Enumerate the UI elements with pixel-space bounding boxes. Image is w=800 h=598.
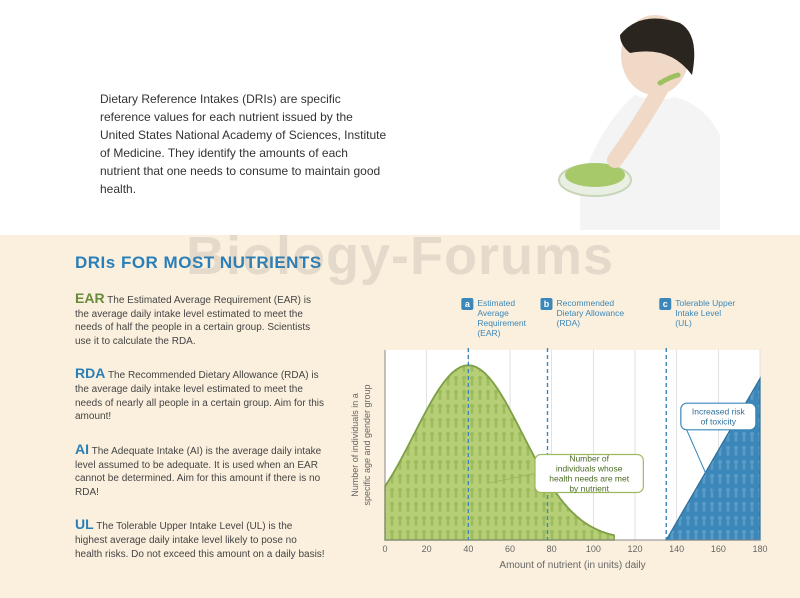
svg-text:b: b xyxy=(544,299,550,309)
svg-text:20: 20 xyxy=(422,544,432,554)
svg-text:160: 160 xyxy=(711,544,726,554)
person-eating-photo xyxy=(520,5,740,230)
svg-text:Number of: Number of xyxy=(569,454,609,464)
svg-text:c: c xyxy=(663,299,668,309)
svg-text:Number of individuals in a: Number of individuals in a xyxy=(350,393,360,497)
term-ai: AI xyxy=(75,441,89,457)
body-rda: The Recommended Dietary Allowance (RDA) … xyxy=(75,370,324,422)
svg-text:80: 80 xyxy=(547,544,557,554)
svg-text:Average: Average xyxy=(477,308,509,318)
definition-ul: UL The Tolerable Upper Intake Level (UL)… xyxy=(75,515,325,561)
svg-text:individuals whose: individuals whose xyxy=(556,464,623,474)
svg-text:(UL): (UL) xyxy=(675,318,692,328)
term-ear: EAR xyxy=(75,290,105,306)
svg-text:Dietary Allowance: Dietary Allowance xyxy=(557,308,625,318)
svg-text:180: 180 xyxy=(752,544,767,554)
dri-panel: DRIs FOR MOST NUTRIENTS EAR The Estimate… xyxy=(0,235,800,598)
svg-text:40: 40 xyxy=(463,544,473,554)
top-section: Dietary Reference Intakes (DRIs) are spe… xyxy=(0,0,800,235)
definition-rda: RDA The Recommended Dietary Allowance (R… xyxy=(75,364,325,423)
svg-text:Estimated: Estimated xyxy=(477,298,515,308)
term-rda: RDA xyxy=(75,365,105,381)
svg-text:(RDA): (RDA) xyxy=(557,318,581,328)
definition-list: EAR The Estimated Average Requirement (E… xyxy=(75,289,325,561)
definition-ear: EAR The Estimated Average Requirement (E… xyxy=(75,289,325,348)
definition-ai: AI The Adequate Intake (AI) is the avera… xyxy=(75,440,325,499)
svg-text:Requirement: Requirement xyxy=(477,318,526,328)
svg-text:0: 0 xyxy=(382,544,387,554)
body-ul: The Tolerable Upper Intake Level (UL) is… xyxy=(75,521,325,559)
svg-text:Recommended: Recommended xyxy=(557,298,615,308)
svg-text:Amount of nutrient (in units): Amount of nutrient (in units) daily xyxy=(499,560,645,570)
svg-text:health needs are met: health needs are met xyxy=(549,474,629,484)
svg-text:140: 140 xyxy=(669,544,684,554)
section-title: DRIs FOR MOST NUTRIENTS xyxy=(75,253,770,273)
dri-chart: 0 20 40 60 80 100 120 140 160 180 Amount of nutrie… xyxy=(340,290,770,570)
svg-text:100: 100 xyxy=(586,544,601,554)
svg-text:by nutrient: by nutrient xyxy=(569,484,609,494)
svg-text:120: 120 xyxy=(627,544,642,554)
svg-text:Intake Level: Intake Level xyxy=(675,308,721,318)
svg-text:of toxicity: of toxicity xyxy=(701,417,737,427)
body-ai: The Adequate Intake (AI) is the average … xyxy=(75,446,321,498)
body-ear: The Estimated Average Requirement (EAR) … xyxy=(75,295,311,347)
svg-text:(EAR): (EAR) xyxy=(477,328,500,338)
term-ul: UL xyxy=(75,516,94,532)
svg-text:Tolerable Upper: Tolerable Upper xyxy=(675,298,735,308)
svg-text:60: 60 xyxy=(505,544,515,554)
svg-text:Increased risk: Increased risk xyxy=(692,407,746,417)
intro-paragraph: Dietary Reference Intakes (DRIs) are spe… xyxy=(100,90,390,198)
svg-text:specific age and gender group: specific age and gender group xyxy=(362,384,372,505)
